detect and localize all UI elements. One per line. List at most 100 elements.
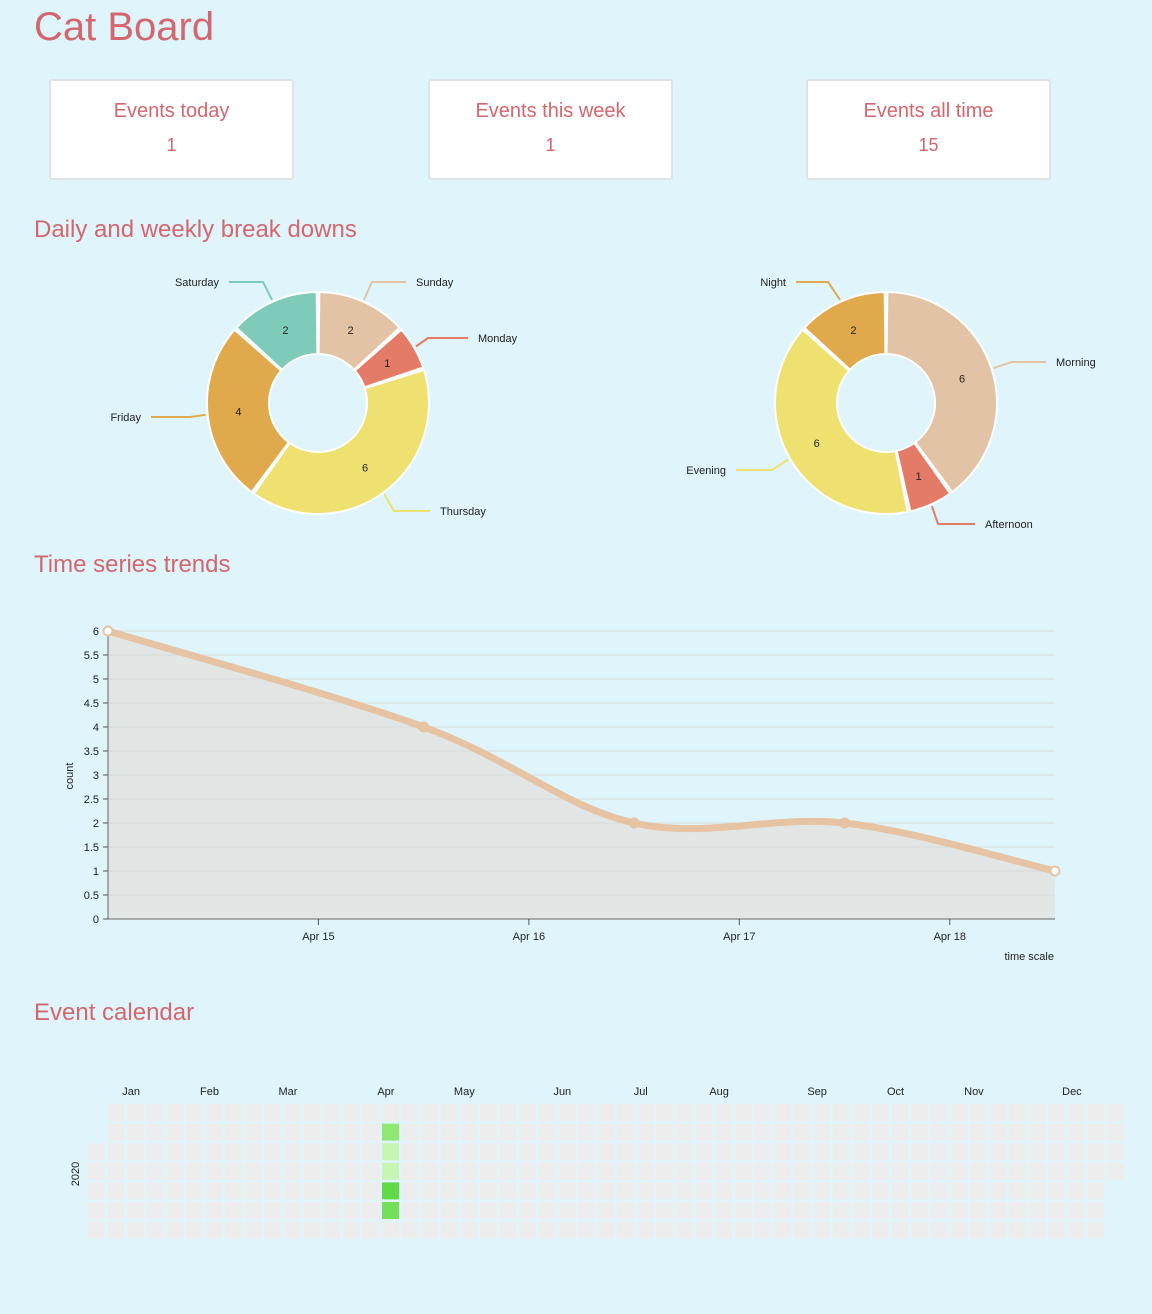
calendar-day	[460, 1104, 478, 1121]
month-label: Aug	[709, 1086, 729, 1098]
calendar-day	[774, 1202, 791, 1219]
calendar-day	[793, 1182, 811, 1200]
calendar-day	[499, 1202, 517, 1219]
calendar-day	[1068, 1182, 1085, 1200]
calendar-day	[852, 1143, 870, 1161]
calendar-day	[774, 1123, 791, 1141]
calendar-day	[578, 1182, 595, 1200]
slice-value-label: 6	[814, 438, 820, 450]
calendar-day	[930, 1162, 948, 1180]
calendar-day	[186, 1221, 203, 1239]
slice-name-label: Sunday	[416, 277, 454, 289]
calendar-day	[558, 1221, 576, 1239]
calendar-day	[303, 1123, 321, 1141]
calendar-day	[970, 1182, 987, 1200]
calendar-day	[1028, 1221, 1046, 1239]
calendar-day	[1028, 1202, 1046, 1219]
x-tick-label: Apr 17	[723, 931, 755, 943]
slice-name-label: Afternoon	[985, 519, 1033, 531]
calendar-day	[1087, 1123, 1105, 1141]
calendar-day	[774, 1221, 791, 1239]
y-axis-label: count	[64, 763, 76, 790]
calendar-day	[538, 1123, 556, 1141]
calendar-day	[166, 1202, 184, 1219]
page-title: Cat Board	[34, 5, 215, 49]
kpi-value: 15	[918, 135, 939, 155]
calendar-day	[1009, 1202, 1027, 1219]
calendar-day	[617, 1143, 635, 1161]
calendar-day	[225, 1182, 243, 1200]
calendar-day	[401, 1202, 419, 1219]
calendar-day	[303, 1162, 321, 1180]
calendar-day	[911, 1221, 929, 1239]
slice-name-label: Saturday	[175, 277, 220, 289]
calendar-day	[519, 1123, 537, 1141]
slice-sunday	[317, 291, 401, 371]
calendar-day	[225, 1202, 243, 1219]
calendar-day	[480, 1162, 497, 1180]
calendar-day	[872, 1221, 889, 1239]
calendar-day	[1068, 1123, 1085, 1141]
calendar-day	[774, 1182, 791, 1200]
calendar-day	[617, 1221, 635, 1239]
month-label: Dec	[1062, 1086, 1082, 1098]
calendar-day	[146, 1202, 164, 1219]
calendar-day	[538, 1143, 556, 1161]
calendar-day	[186, 1162, 203, 1180]
calendar-day	[872, 1123, 889, 1141]
calendar-day	[930, 1143, 948, 1161]
y-tick-label: 2.5	[84, 794, 99, 806]
calendar-day	[1068, 1162, 1085, 1180]
calendar-day	[264, 1202, 282, 1219]
calendar-day	[1087, 1162, 1105, 1180]
calendar-day	[166, 1221, 184, 1239]
calendar-day	[166, 1143, 184, 1161]
calendar-day	[558, 1182, 576, 1200]
calendar-day	[1068, 1143, 1085, 1161]
calendar-day	[852, 1123, 870, 1141]
slice-value-label: 2	[282, 325, 288, 337]
month-label: Nov	[964, 1086, 984, 1098]
calendar-day	[970, 1123, 987, 1141]
slice-value-label: 1	[384, 358, 390, 370]
calendar-day	[832, 1182, 850, 1200]
calendar-day-event	[382, 1123, 399, 1141]
leader-line	[796, 281, 841, 301]
calendar-day	[1087, 1104, 1105, 1121]
calendar-day	[401, 1104, 419, 1121]
calendar-day	[440, 1162, 458, 1180]
calendar-day	[88, 1182, 105, 1200]
calendar-day	[401, 1143, 419, 1161]
calendar-day	[519, 1221, 537, 1239]
calendar-day	[676, 1202, 693, 1219]
calendar-day	[1087, 1202, 1105, 1219]
calendar-day	[146, 1143, 164, 1161]
calendar-day	[538, 1162, 556, 1180]
calendar-day	[930, 1221, 948, 1239]
slice-name-label: Morning	[1056, 357, 1096, 369]
calendar-day	[970, 1104, 987, 1121]
calendar-day	[636, 1143, 654, 1161]
calendar-day	[656, 1143, 674, 1161]
calendar-day	[695, 1123, 713, 1141]
calendar-day	[421, 1104, 439, 1121]
calendar-day	[832, 1202, 850, 1219]
calendar-day	[186, 1182, 203, 1200]
calendar-day	[989, 1162, 1007, 1180]
calendar-day	[676, 1123, 693, 1141]
calendar-day	[284, 1123, 301, 1141]
calendar-day	[950, 1123, 968, 1141]
calendar-day	[715, 1221, 733, 1239]
slice-name-label: Evening	[686, 465, 726, 477]
slice-value-label: 4	[235, 406, 241, 418]
month-label: May	[454, 1086, 475, 1098]
calendar-day	[421, 1221, 439, 1239]
calendar-day	[186, 1104, 203, 1121]
calendar-day	[754, 1123, 772, 1141]
calendar-day	[930, 1202, 948, 1219]
y-tick-label: 3	[93, 770, 99, 782]
calendar-day	[382, 1221, 399, 1239]
calendar-day	[989, 1143, 1007, 1161]
y-tick-label: 5.5	[84, 650, 99, 662]
calendar-day	[166, 1104, 184, 1121]
